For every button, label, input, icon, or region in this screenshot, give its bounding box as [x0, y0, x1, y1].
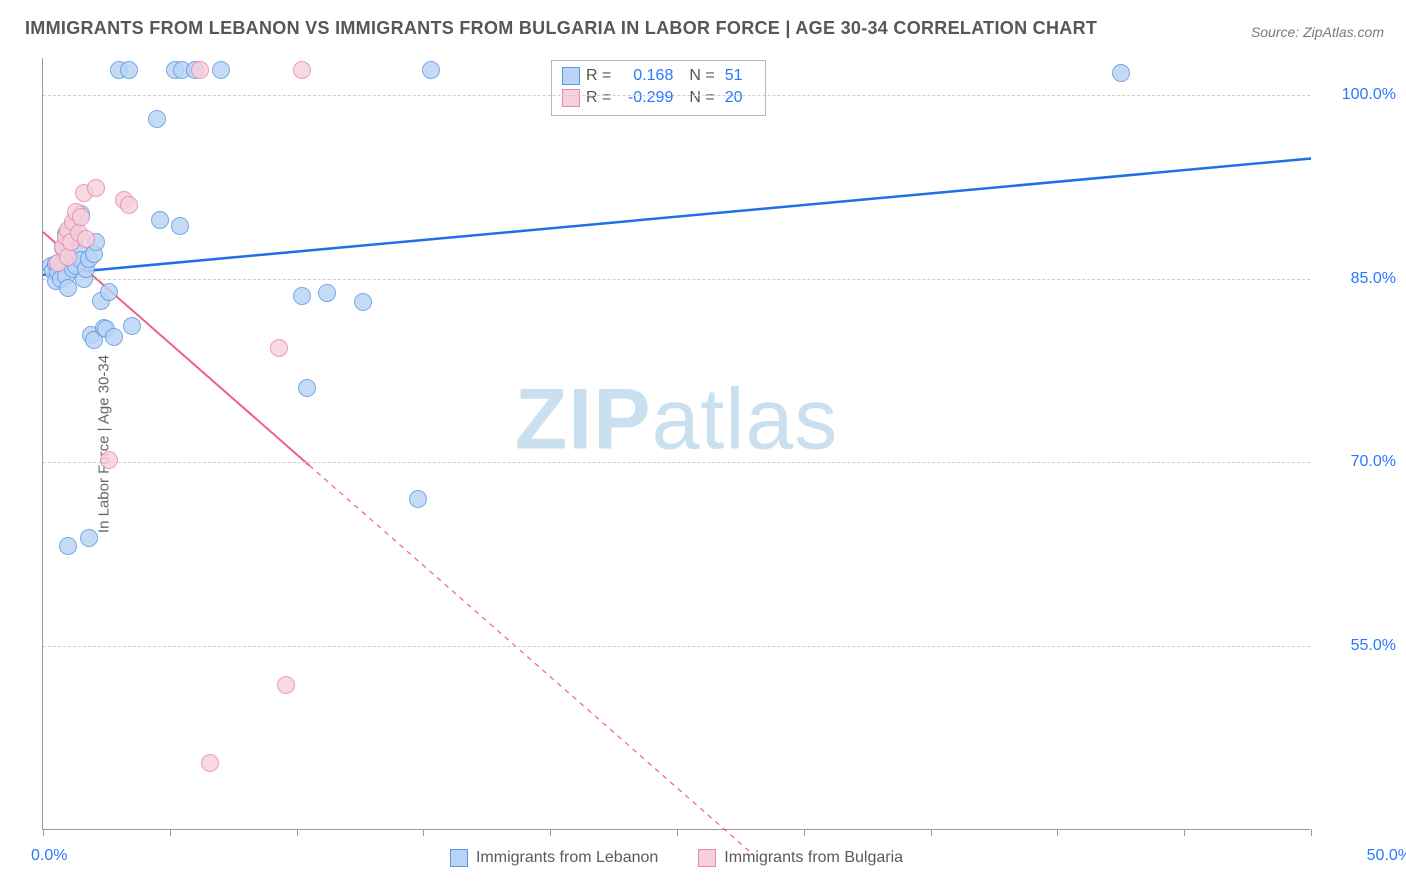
legend-swatch-lebanon [450, 849, 468, 867]
data-point [120, 61, 138, 79]
data-point [298, 379, 316, 397]
data-point [80, 529, 98, 547]
y-tick-label: 70.0% [1351, 453, 1396, 471]
data-point [77, 230, 95, 248]
data-point [100, 451, 118, 469]
r-value-1: 0.168 [617, 67, 673, 85]
data-point [191, 61, 209, 79]
legend-swatch-bulgaria [698, 849, 716, 867]
data-point [422, 61, 440, 79]
data-point [123, 317, 141, 335]
trend-line-dashed [309, 465, 753, 854]
r-label-2: R = [586, 89, 611, 107]
data-point [59, 537, 77, 555]
gridline-h [43, 279, 1310, 280]
data-point [148, 110, 166, 128]
x-tick [1184, 829, 1185, 836]
data-point [277, 676, 295, 694]
x-tick-label-50: 50.0% [1367, 847, 1406, 865]
x-tick [423, 829, 424, 836]
n-value-2: 20 [725, 89, 755, 107]
n-label-2: N = [689, 89, 714, 107]
y-tick-label: 55.0% [1351, 637, 1396, 655]
data-point [318, 284, 336, 302]
chart-source: Source: ZipAtlas.com [1251, 24, 1384, 40]
x-tick [804, 829, 805, 836]
legend-item-bulgaria: Immigrants from Bulgaria [698, 849, 903, 867]
x-tick [170, 829, 171, 836]
data-point [270, 339, 288, 357]
data-point [100, 283, 118, 301]
data-point [293, 287, 311, 305]
data-point [1112, 64, 1130, 82]
data-point [293, 61, 311, 79]
gridline-h [43, 646, 1310, 647]
r-label-1: R = [586, 67, 611, 85]
y-tick-label: 85.0% [1351, 270, 1396, 288]
legend-stats-box: R = 0.168 N = 51 R = -0.299 N = 20 [551, 60, 766, 116]
legend-label-lebanon: Immigrants from Lebanon [476, 849, 658, 867]
data-point [201, 754, 219, 772]
data-point [354, 293, 372, 311]
gridline-h [43, 462, 1310, 463]
x-tick [297, 829, 298, 836]
data-point [212, 61, 230, 79]
data-point [171, 217, 189, 235]
x-tick [550, 829, 551, 836]
x-tick [1311, 829, 1312, 836]
data-point [409, 490, 427, 508]
r-value-2: -0.299 [617, 89, 673, 107]
legend-item-lebanon: Immigrants from Lebanon [450, 849, 658, 867]
data-point [151, 211, 169, 229]
plot-area: In Labor Force | Age 30-34 ZIPatlas 0.0%… [42, 58, 1310, 830]
gridline-h [43, 95, 1310, 96]
legend-stats-row-1: R = 0.168 N = 51 [562, 65, 755, 87]
data-point [87, 179, 105, 197]
data-point [72, 208, 90, 226]
chart-svg [43, 58, 1310, 829]
legend-bottom: Immigrants from Lebanon Immigrants from … [43, 849, 1310, 867]
y-tick-label: 100.0% [1342, 86, 1396, 104]
data-point [120, 196, 138, 214]
swatch-lebanon [562, 67, 580, 85]
chart-title: IMMIGRANTS FROM LEBANON VS IMMIGRANTS FR… [25, 18, 1097, 39]
x-tick [931, 829, 932, 836]
data-point [105, 328, 123, 346]
x-tick [1057, 829, 1058, 836]
n-label-1: N = [689, 67, 714, 85]
legend-stats-row-2: R = -0.299 N = 20 [562, 87, 755, 109]
swatch-bulgaria [562, 89, 580, 107]
legend-label-bulgaria: Immigrants from Bulgaria [724, 849, 903, 867]
x-tick [677, 829, 678, 836]
trend-line [43, 158, 1311, 274]
n-value-1: 51 [725, 67, 755, 85]
x-tick [43, 829, 44, 836]
